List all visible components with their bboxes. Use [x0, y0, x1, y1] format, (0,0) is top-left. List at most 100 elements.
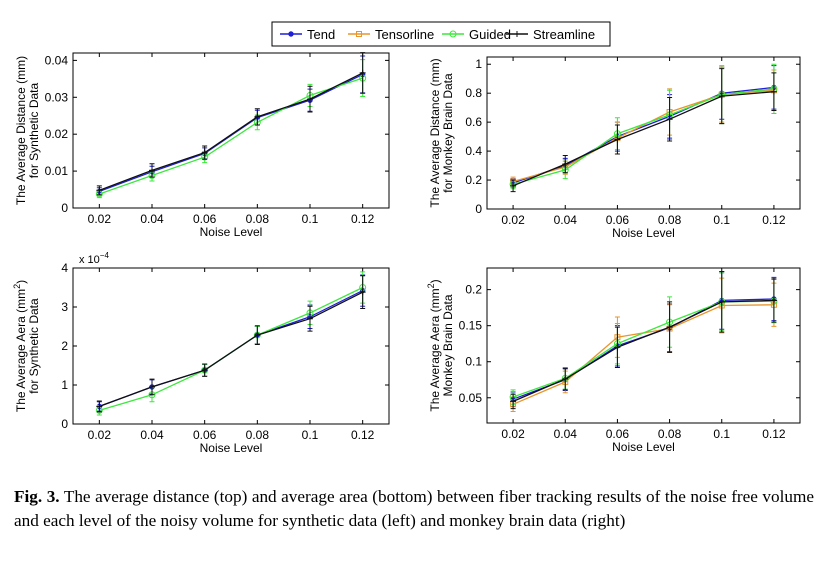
panel-area-synthetic: 0.02 0.04 0.06 0.08 0.1 0.12 0 1 2 3 4 Noise Level T…: [12, 251, 390, 455]
y-tick-label: 0.1: [465, 355, 482, 369]
data-point: [666, 116, 673, 123]
x-tick-label: 0.08: [658, 427, 682, 441]
plot-area: [486, 267, 801, 424]
y-axis-label-sup: 2: [12, 284, 22, 289]
y-tick-label: 0.04: [45, 53, 69, 67]
legend-label: Streamline: [533, 27, 595, 42]
data-point: [96, 187, 103, 194]
y-tick-label: 2: [61, 339, 68, 353]
series-line: [512, 88, 774, 186]
y-axis-label-end: ): [14, 280, 28, 284]
series-line: [512, 86, 774, 184]
x-tick-label: 0.12: [762, 427, 786, 441]
data-point: [149, 167, 155, 174]
y-multiplier: x 10−4: [79, 251, 109, 266]
series-streamline: [96, 52, 366, 196]
legend-marker: [514, 31, 520, 37]
y-tick-label: 4: [61, 261, 68, 275]
y-axis-label: The Average Distance (mm): [428, 58, 442, 207]
y-tick-label: 0.4: [465, 144, 482, 158]
x-tick-label: 0.02: [88, 212, 112, 226]
x-tick-label: 0.08: [658, 213, 682, 227]
legend-entry-tend: Tend: [280, 27, 335, 42]
plot-area: [72, 267, 390, 425]
figure-caption: Fig. 3. The average distance (top) and a…: [14, 485, 814, 533]
panel-area-monkey: 0.02 0.04 0.06 0.08 0.1 0.12 0.05 0.1 0.15 0.2 Noi…: [426, 267, 801, 454]
caption-text: The average distance (top) and average a…: [14, 487, 814, 530]
legend-entry-streamline: Streamline: [506, 27, 595, 42]
data-point: [770, 297, 777, 304]
y-tick-label: 0.02: [45, 127, 69, 141]
y-axis-label: The Average Aera (mm2): [12, 280, 28, 412]
data-point: [562, 161, 569, 168]
y-axis-label-line2: for Monkey Brain Data: [441, 73, 455, 193]
data-point: [359, 69, 366, 76]
y-tick-label: 0.2: [465, 283, 482, 297]
legend: Tend Tensorline Guided Streamline: [271, 21, 611, 47]
data-point: [718, 298, 725, 305]
legend-marker: [288, 31, 294, 37]
x-tick-label: 0.06: [193, 428, 217, 442]
x-tick-label: 0.02: [501, 427, 525, 441]
x-tick-label: 0.1: [713, 213, 730, 227]
x-tick-label: 0.08: [246, 212, 270, 226]
y-tick-label: 0.15: [459, 319, 483, 333]
panel-distance-monkey: 0.02 0.04 0.06 0.08 0.1 0.12 0 0.2 0.4 0.6 0.8 1 Noi…: [428, 56, 801, 240]
data-point: [254, 332, 261, 339]
y-axis-label-line2: for Synthetic Data: [27, 82, 41, 178]
y-tick-label: 1: [61, 378, 68, 392]
plot-area: [486, 56, 801, 210]
data-point: [562, 376, 569, 383]
y-tick-label: 0: [61, 417, 68, 431]
x-tick-label: 0.1: [713, 427, 730, 441]
y-tick-label: 0.03: [45, 90, 69, 104]
x-tick-label: 0.04: [140, 212, 164, 226]
y-tick-label: 0.01: [45, 164, 69, 178]
y-axis-label-text: The Average Aera (mm: [428, 288, 442, 411]
y-multiplier-base: x 10: [79, 254, 100, 266]
x-tick-label: 0.04: [140, 428, 164, 442]
x-tick-label: 0.06: [606, 213, 630, 227]
y-axis-label-line2: Monkey Brain Data: [441, 294, 455, 396]
data-point: [614, 344, 621, 351]
series-streamline: [510, 271, 777, 410]
y-axis-label-text: The Average Aera (mm: [14, 289, 28, 412]
y-tick-label: 0.8: [465, 86, 482, 100]
x-tick-label: 0.02: [501, 213, 525, 227]
y-tick-label: 0.05: [459, 391, 483, 405]
data-point: [510, 182, 517, 189]
y-tick-label: 0: [475, 202, 482, 216]
x-tick-label: 0.04: [554, 213, 578, 227]
y-tick-label: 1: [475, 57, 482, 71]
data-point: [614, 136, 621, 143]
series-line: [99, 73, 363, 193]
series-line: [512, 91, 774, 187]
legend-label: Tend: [307, 27, 335, 42]
y-axis-label-end: ): [428, 279, 442, 283]
data-point: [201, 367, 208, 374]
data-point: [718, 93, 725, 100]
data-point: [307, 96, 313, 103]
y-axis-label-sup: 2: [426, 283, 436, 288]
x-tick-label: 0.06: [606, 427, 630, 441]
x-axis-label: Noise Level: [200, 441, 263, 455]
series-line: [99, 72, 363, 191]
x-tick-label: 0.12: [762, 213, 786, 227]
data-point: [96, 403, 103, 410]
legend-marker: [356, 31, 362, 37]
legend-label: Guided: [469, 27, 511, 42]
panel-distance-synthetic: 0.02 0.04 0.06 0.08 0.1 0.12 0 0.01 0.02 0.03 0.04…: [14, 52, 390, 239]
y-axis-label-line2: for Synthetic Data: [27, 298, 41, 394]
y-axis-label: The Average Distance (mm): [14, 56, 28, 205]
data-point: [666, 324, 673, 331]
x-axis-label: Noise Level: [612, 440, 675, 454]
chart-panels: 0.02 0.04 0.06 0.08 0.1 0.1200.010.020.030.04…: [12, 52, 801, 455]
figure-charts: Tend Tensorline Guided Streamline 0.02 0.04 0…: [12, 21, 801, 455]
y-tick-label: 3: [61, 300, 68, 314]
data-point: [201, 149, 208, 156]
x-tick-label: 0.12: [351, 428, 375, 442]
x-tick-label: 0.12: [351, 212, 375, 226]
data-point: [254, 113, 261, 120]
x-axis-label: Noise Level: [612, 226, 675, 240]
